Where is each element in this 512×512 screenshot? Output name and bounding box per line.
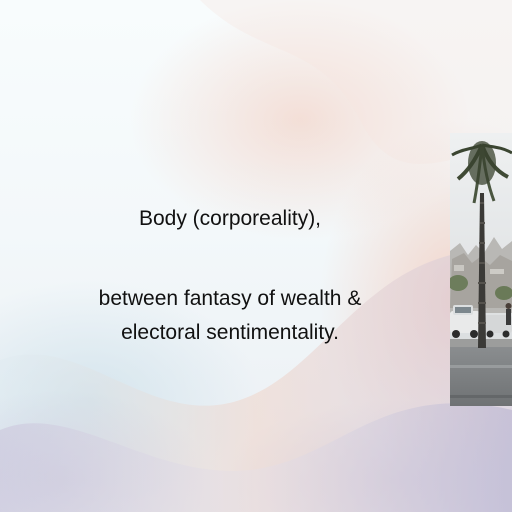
slide-text-block: between fantasy of wealth & electoral se… [40,282,420,350]
slide-text-line-3: electoral sentimentality. [121,321,339,344]
slide-text-line-1: Body (corporeality), [138,207,322,230]
street-photo [450,133,512,406]
slide-text-line-2: between fantasy of wealth & [98,287,362,310]
